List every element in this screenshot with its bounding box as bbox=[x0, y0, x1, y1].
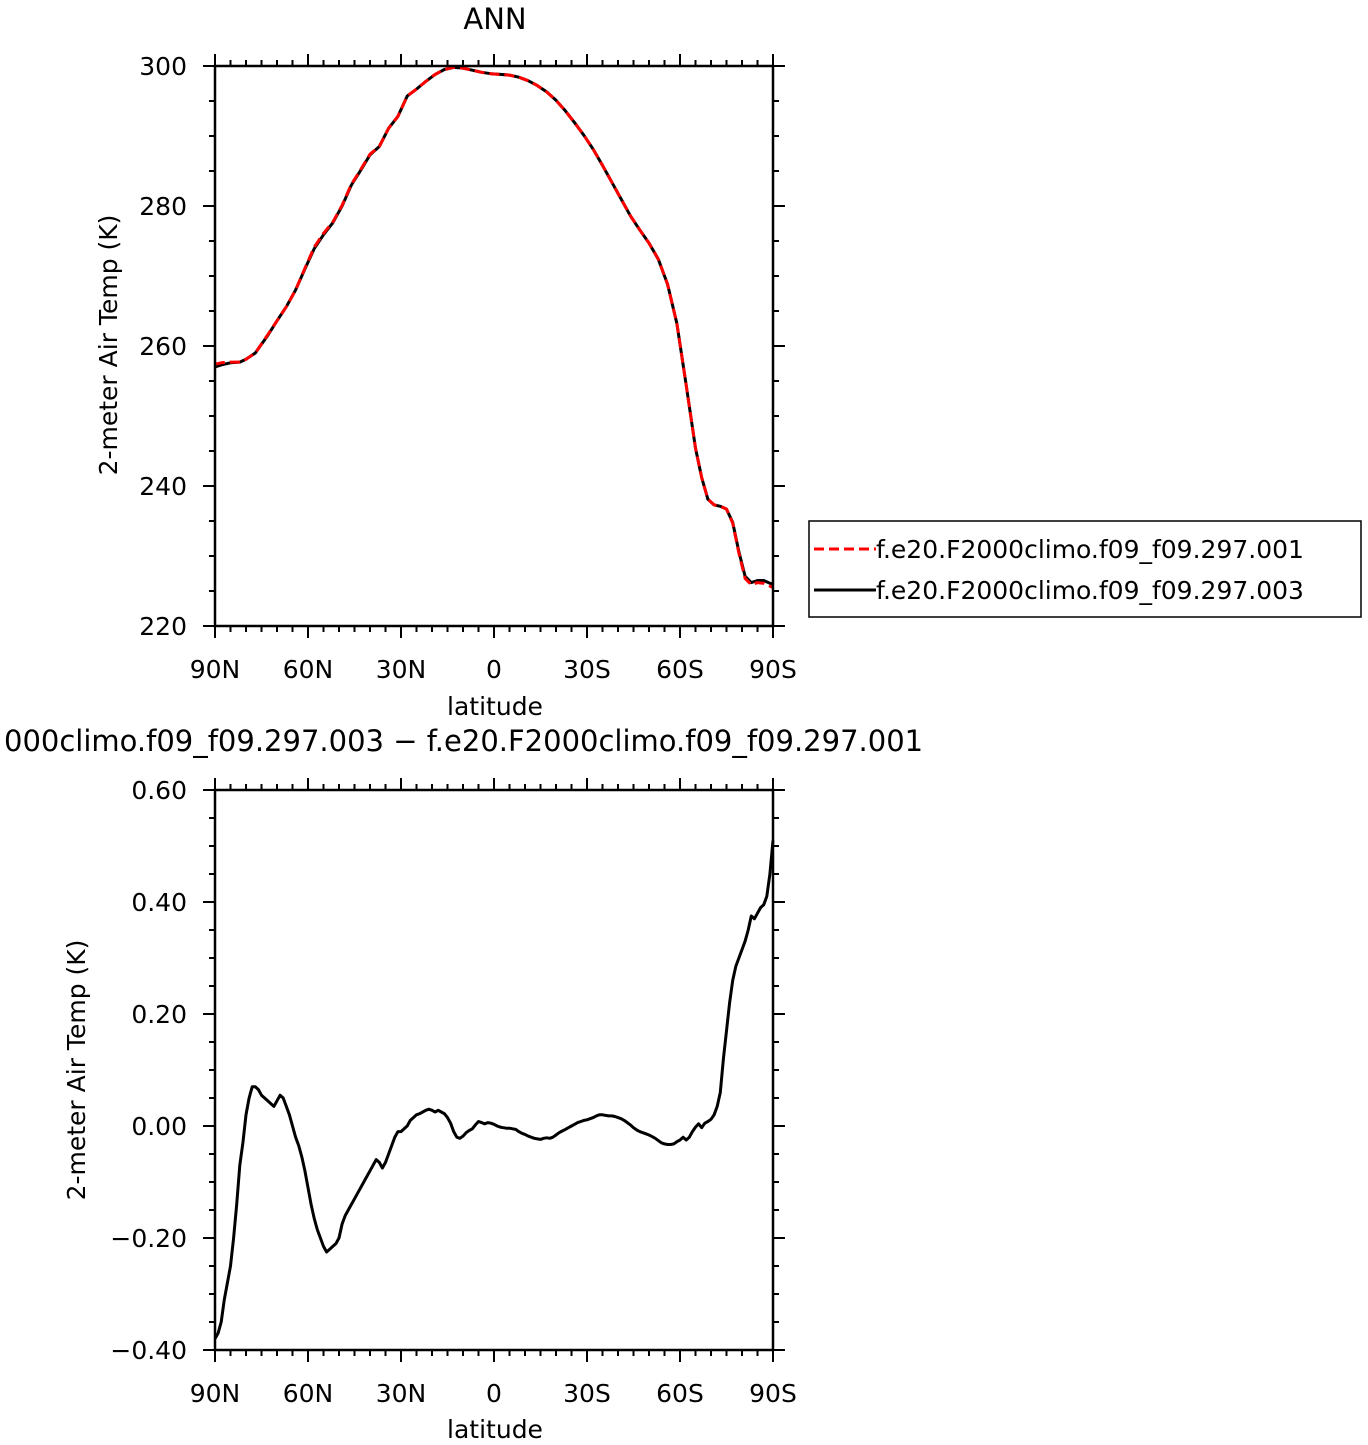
bottom-series-line-1 bbox=[213, 840, 775, 1340]
top-series-line-2 bbox=[214, 65, 774, 586]
bottom-y-tick-label: 0.00 bbox=[131, 1112, 187, 1141]
bottom-y-tick-label: 0.40 bbox=[131, 888, 187, 917]
bottom-x-tick-label: 90N bbox=[190, 1379, 241, 1408]
legend: f.e20.F2000climo.f09_f09.297.001 f.e20.F… bbox=[808, 520, 1362, 618]
top-x-tick-label: 0 bbox=[486, 655, 502, 684]
bottom-y-tick-label: 0.60 bbox=[131, 776, 187, 805]
bottom-y-tick-label: 0.20 bbox=[131, 1000, 187, 1029]
bottom-x-tick-label: 30S bbox=[563, 1379, 611, 1408]
top-x-tick-label: 30N bbox=[376, 655, 427, 684]
bottom-y-tick-label: −0.20 bbox=[110, 1224, 187, 1253]
bottom-plot-frame bbox=[213, 788, 775, 1352]
top-chart-title: ANN bbox=[463, 2, 526, 36]
legend-box bbox=[808, 520, 1362, 618]
bottom-x-tick-label: 60S bbox=[656, 1379, 704, 1408]
top-x-tick-label: 60N bbox=[283, 655, 334, 684]
bottom-x-tick-label: 0 bbox=[486, 1379, 502, 1408]
top-y-tick-label: 260 bbox=[139, 332, 187, 361]
top-series-line-1 bbox=[214, 65, 774, 589]
bottom-x-axis-title: latitude bbox=[447, 1415, 543, 1444]
top-x-tick-label: 60S bbox=[656, 655, 704, 684]
top-series bbox=[214, 65, 774, 589]
top-y-axis-title: 2-meter Air Temp (K) bbox=[94, 215, 123, 476]
top-x-axis-title: latitude bbox=[447, 692, 543, 721]
top-y-tick-label: 220 bbox=[139, 612, 187, 641]
top-plot-frame bbox=[213, 64, 775, 628]
legend-label-series-1: f.e20.F2000climo.f09_f09.297.001 bbox=[876, 535, 1304, 564]
chart-top: ANN 2-meter Air Temp (K) latitude 90N 60N… bbox=[94, 2, 797, 721]
bottom-y-tick-label: −0.40 bbox=[110, 1336, 187, 1365]
bottom-y-axis-title: 2-meter Air Temp (K) bbox=[62, 940, 91, 1201]
top-x-tick-label: 90S bbox=[749, 655, 797, 684]
top-x-tick-label: 90N bbox=[190, 655, 241, 684]
top-ticks: 90N 60N 30N 0 30S 60S 90S 220 240 260 280 300 bbox=[139, 52, 797, 684]
top-y-tick-label: 300 bbox=[139, 52, 187, 81]
bottom-x-tick-label: 30N bbox=[376, 1379, 427, 1408]
bottom-chart-title: 000climo.f09_f09.297.003 − f.e20.F2000cl… bbox=[4, 724, 923, 758]
bottom-ticks: 90N 60N 30N 0 30S 60S 90S −0.40 −0.20 0.00 0.20 0.4… bbox=[110, 776, 796, 1408]
top-y-tick-label: 280 bbox=[139, 192, 187, 221]
bottom-series bbox=[213, 840, 775, 1340]
bottom-x-tick-label: 60N bbox=[283, 1379, 334, 1408]
top-y-tick-label: 240 bbox=[139, 472, 187, 501]
chart-bottom: 000climo.f09_f09.297.003 − f.e20.F2000cl… bbox=[4, 724, 923, 1444]
legend-label-series-2: f.e20.F2000climo.f09_f09.297.003 bbox=[876, 576, 1304, 605]
top-x-tick-label: 30S bbox=[563, 655, 611, 684]
bottom-x-tick-label: 90S bbox=[749, 1379, 797, 1408]
